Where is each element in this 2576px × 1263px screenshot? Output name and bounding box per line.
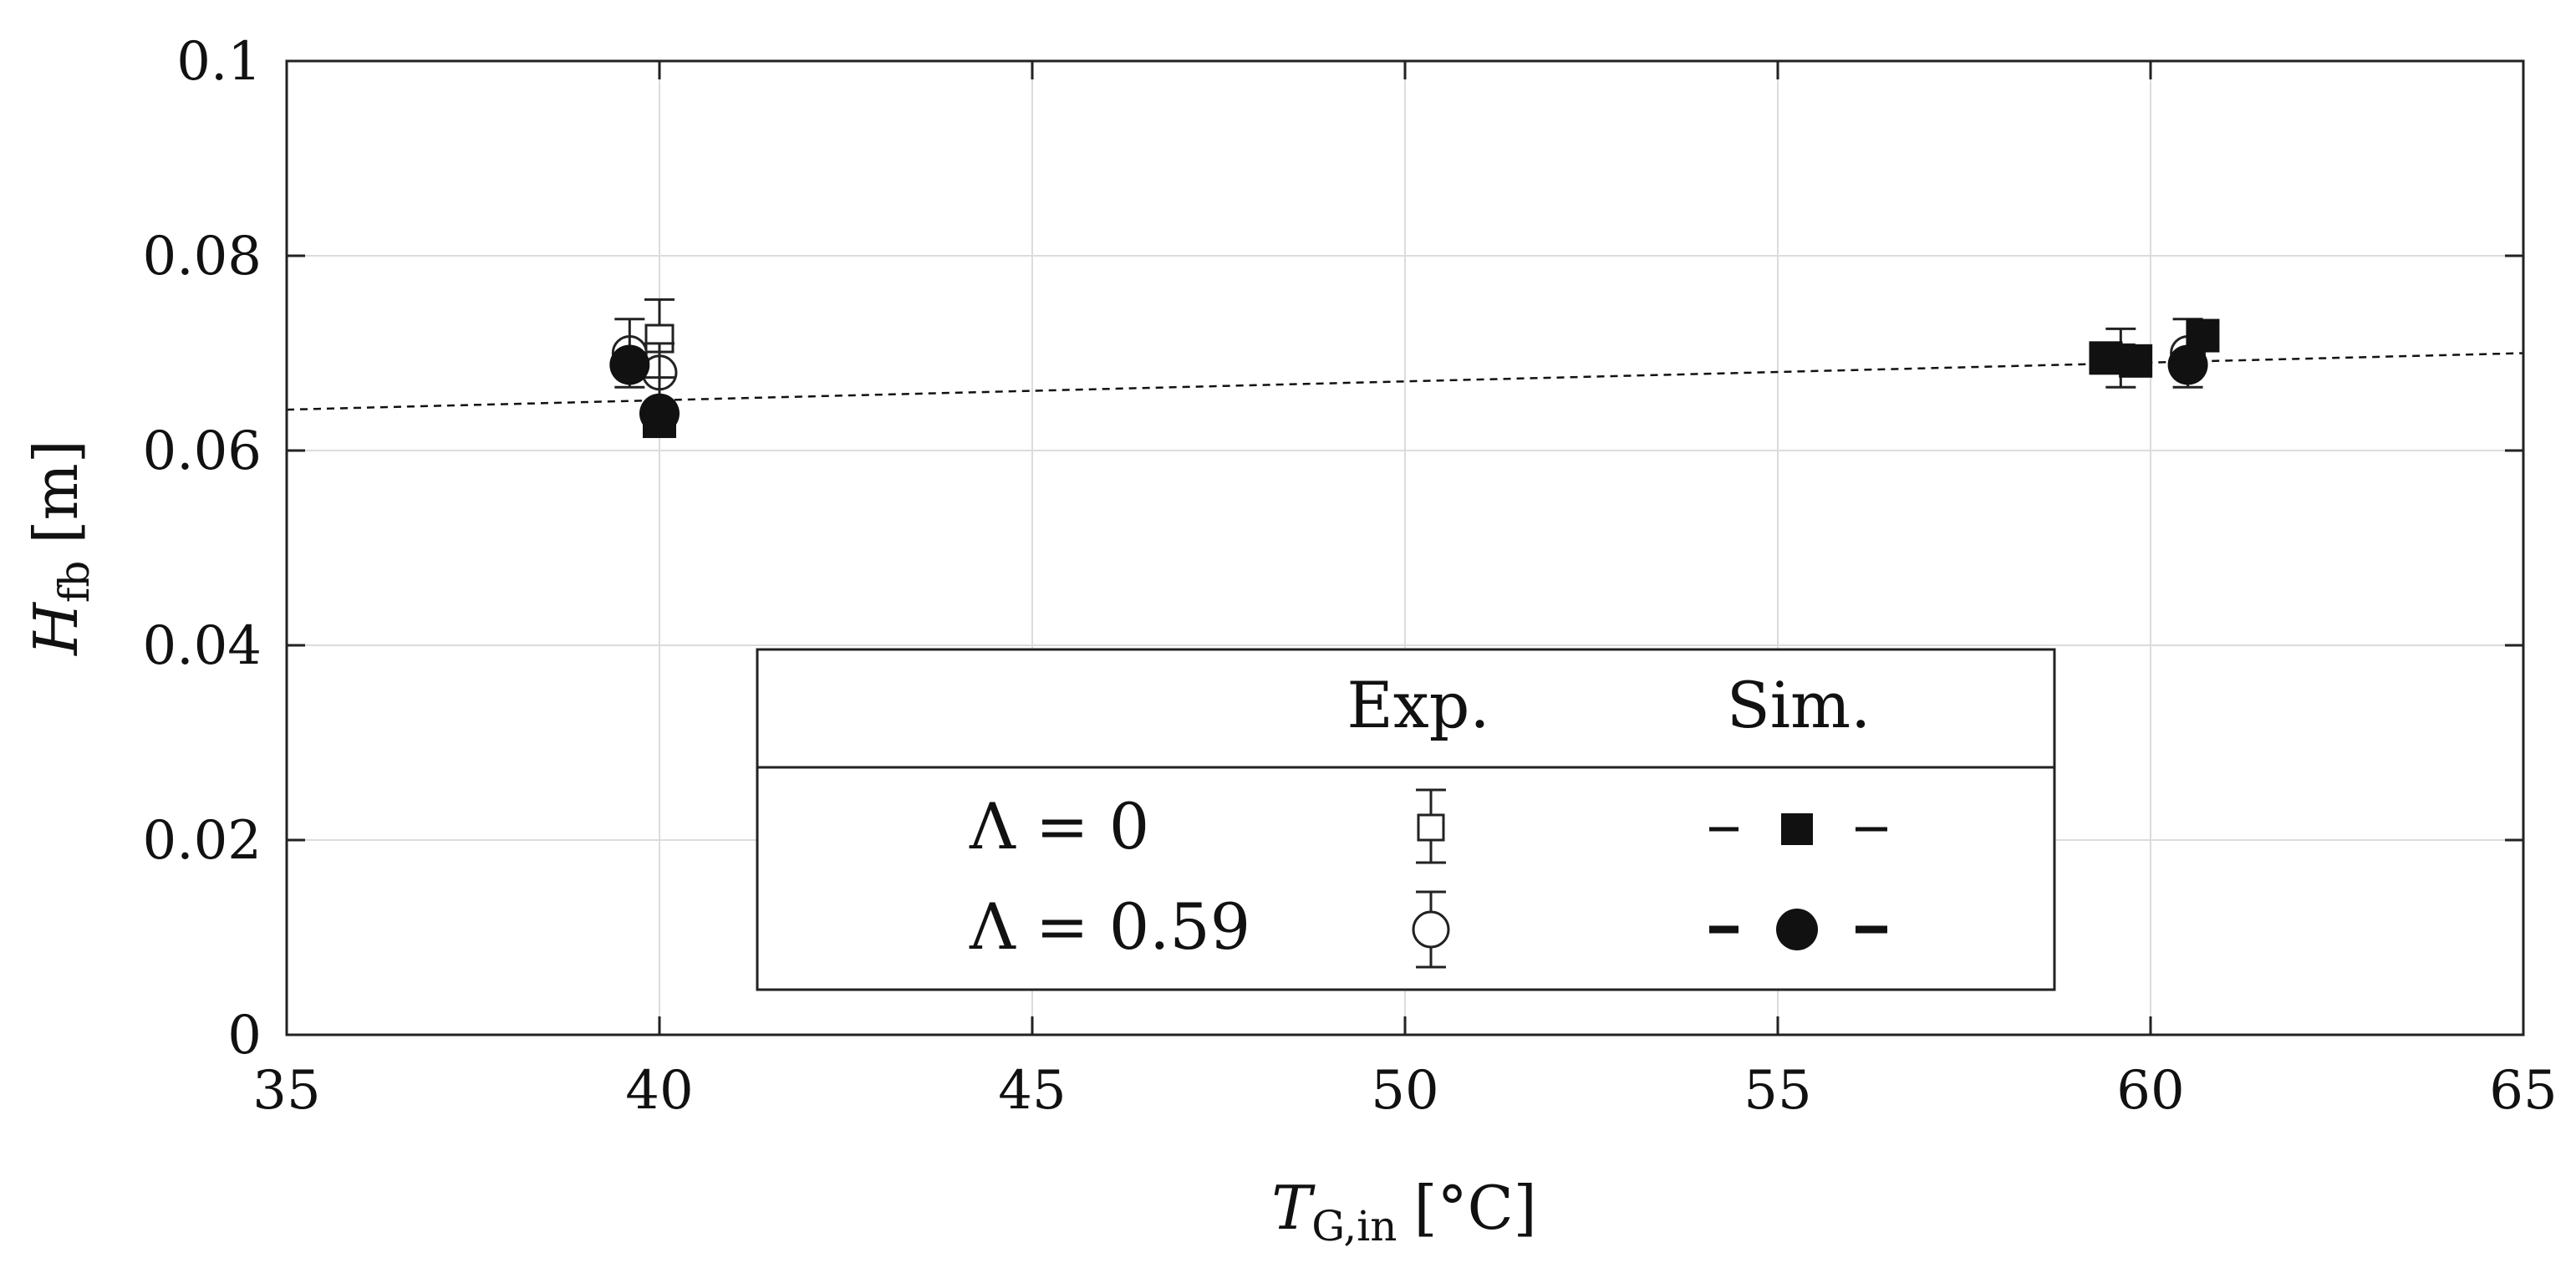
sim-filled-square-point xyxy=(2119,344,2153,378)
y-tick-label: 0.06 xyxy=(143,420,262,482)
y-tick-label: 0.1 xyxy=(176,31,262,93)
legend-box xyxy=(756,648,2056,991)
y-axis-label: Hfb[m] xyxy=(21,440,99,657)
y-tick-label: 0.02 xyxy=(143,810,262,872)
x-tick-label: 35 xyxy=(252,1060,320,1122)
y-tick-label: 0.04 xyxy=(143,615,262,677)
x-tick-label: 55 xyxy=(1744,1060,1811,1122)
sim-filled-circle-point xyxy=(2167,344,2208,385)
legend: Exp. Sim. Λ = 0 Λ = 0.59 xyxy=(756,648,2056,991)
y-tick-label: 0.08 xyxy=(143,226,262,288)
x-tick-labels: 35 40 45 50 55 60 65 xyxy=(252,1060,2557,1122)
x-tick-label: 45 xyxy=(998,1060,1066,1122)
sim-filled-circle-point xyxy=(609,344,650,385)
x-tick-label: 40 xyxy=(625,1060,693,1122)
data-points xyxy=(609,298,2220,439)
legend-sim-filled-circle-marker xyxy=(1709,909,1887,950)
x-tick-label: 50 xyxy=(1371,1060,1438,1122)
x-axis-label: TG,in [°C] xyxy=(1271,1173,1537,1250)
axis-ticks xyxy=(285,59,2525,1036)
sim-filled-circle-point xyxy=(639,393,680,434)
y-tick-labels: 0 0.02 0.04 0.06 0.08 0.1 xyxy=(143,31,262,1067)
legend-header-exp: Exp. xyxy=(1347,668,1489,742)
legend-exp-open-square-marker xyxy=(1416,788,1446,864)
legend-exp-open-circle-marker xyxy=(1412,890,1450,969)
x-tick-label: 65 xyxy=(2489,1060,2557,1122)
x-tick-label: 60 xyxy=(2116,1060,2184,1122)
y-tick-label: 0 xyxy=(227,1005,262,1067)
legend-header-sim: Sim. xyxy=(1727,668,1871,742)
legend-row2-label: Λ = 0.59 xyxy=(969,889,1250,964)
sim-filled-square-point xyxy=(2089,341,2123,375)
legend-sim-filled-square-marker xyxy=(1709,813,1887,845)
legend-row1-label: Λ = 0 xyxy=(969,789,1149,863)
